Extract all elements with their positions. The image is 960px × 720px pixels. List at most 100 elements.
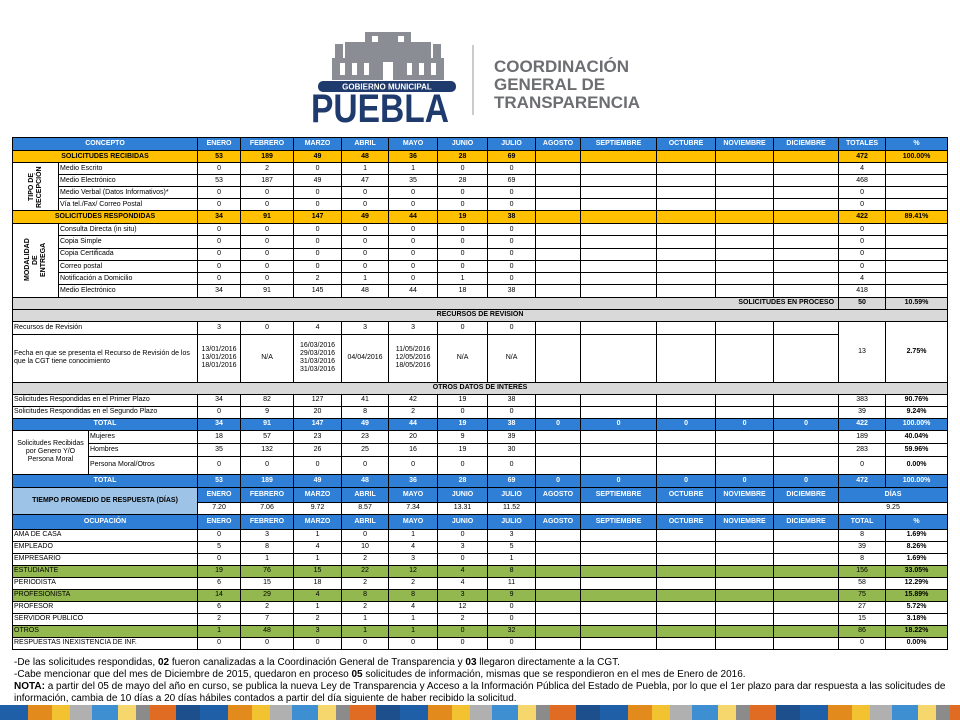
table-cell: 1 bbox=[341, 612, 390, 626]
table-cell bbox=[656, 600, 717, 614]
table-cell bbox=[535, 259, 582, 274]
table-cell: 7.20 bbox=[197, 501, 242, 515]
table-cell: 90.76% bbox=[885, 393, 949, 407]
table-cell bbox=[535, 162, 582, 175]
row-label: PROFESIONISTA bbox=[11, 588, 199, 602]
row-label: Medio Electrónico bbox=[57, 174, 199, 187]
table-cell: 0 bbox=[240, 636, 295, 650]
table-row: SOLICITUDES EN PROCESO 50 10.59% bbox=[11, 296, 949, 310]
table-cell: 44 bbox=[388, 284, 439, 298]
table-cell: 4 bbox=[437, 576, 489, 590]
table-cell: 0 bbox=[293, 455, 343, 475]
table-cell: 28 bbox=[437, 174, 489, 187]
table-cell bbox=[656, 429, 717, 444]
table-cell bbox=[715, 552, 775, 566]
table-cell: 2.75% bbox=[885, 320, 949, 383]
table-cell: 48 bbox=[341, 150, 390, 163]
table-cell: 49 bbox=[293, 473, 343, 488]
table-cell: 0 bbox=[580, 417, 658, 431]
table-cell: 39 bbox=[838, 540, 887, 554]
table-cell: 0 bbox=[437, 186, 489, 199]
table-cell bbox=[773, 600, 840, 614]
note-text: llegaron directamente a la CGT. bbox=[476, 657, 620, 668]
table-cell: 0 bbox=[487, 636, 537, 650]
table-cell: 0 bbox=[487, 455, 537, 475]
table-row: Persona Moral/Otros 0 0 0 0 0 0 0 0 0.00% bbox=[13, 455, 949, 475]
table-row: PROFESIONISTA 14 29 4 8 8 3 9 75 15.89% bbox=[11, 588, 949, 602]
table-cell: 0 bbox=[838, 636, 887, 650]
table-cell bbox=[656, 455, 717, 475]
table-cell: 8 bbox=[388, 588, 439, 602]
table-cell bbox=[715, 576, 775, 590]
table-cell: 19 bbox=[437, 417, 489, 431]
table-cell: 0 bbox=[341, 455, 390, 475]
table-cell: 59.96% bbox=[885, 442, 949, 457]
table-cell bbox=[535, 272, 582, 286]
table-cell: 0 bbox=[293, 259, 343, 274]
table-cell: 69 bbox=[487, 150, 537, 163]
table-cell: 3 bbox=[437, 588, 489, 602]
table-cell: 0 bbox=[838, 222, 887, 237]
table-cell: 0 bbox=[240, 247, 295, 261]
table-cell: 11.52 bbox=[487, 501, 537, 515]
table-cell: 147 bbox=[293, 417, 343, 431]
table-cell: 18.22% bbox=[885, 624, 949, 638]
table-cell bbox=[580, 429, 658, 444]
table-cell bbox=[715, 272, 775, 286]
table-cell: 27 bbox=[838, 600, 887, 614]
table-cell: 22 bbox=[341, 564, 390, 578]
table-cell: 1.69% bbox=[885, 552, 949, 566]
table-cell: 0 bbox=[197, 247, 242, 261]
table-cell: 15 bbox=[293, 564, 343, 578]
table-row: RESPUESTAS INEXISTENCIA DE INF. 0 0 0 0 0 0 0 0 0… bbox=[11, 636, 949, 650]
table-cell: 13/01/2016 13/01/2016 18/01/2016 bbox=[197, 333, 242, 383]
row-label: EMPLEADO bbox=[11, 540, 199, 554]
table-cell: ABRIL bbox=[341, 137, 390, 151]
report-table: CONCEPTO ENERO FEBRERO MARZO ABRIL MAYO JUNIO J… bbox=[11, 137, 949, 650]
row-label: Notificación a Domicilio bbox=[57, 272, 199, 286]
table-cell: 3 bbox=[388, 320, 439, 335]
table-cell: 36 bbox=[388, 473, 439, 488]
table-cell bbox=[773, 210, 840, 224]
table-cell: 0 bbox=[240, 198, 295, 211]
table-cell: 53 bbox=[197, 473, 242, 488]
table-row: Copia Certificada 0 0 0 0 0 0 0 0 bbox=[13, 247, 949, 261]
table-cell: 35 bbox=[388, 174, 439, 187]
table-cell: 20 bbox=[388, 429, 439, 444]
table-cell: N/A bbox=[437, 333, 489, 383]
table-cell: 30 bbox=[487, 442, 537, 457]
table-row: RECURSOS DE REVISIÓN bbox=[11, 308, 949, 322]
table-cell: 0 bbox=[293, 198, 343, 211]
table-cell bbox=[535, 540, 582, 554]
table-row: EMPRESARIO 0 1 1 2 3 0 1 8 1.69% bbox=[11, 552, 949, 566]
table-cell: 422 bbox=[838, 417, 887, 431]
table-cell: 8.26% bbox=[885, 540, 949, 554]
table-cell: 58 bbox=[838, 576, 887, 590]
footer-stripe bbox=[0, 705, 960, 720]
table-cell bbox=[580, 588, 658, 602]
table-cell: 39 bbox=[487, 429, 537, 444]
table-cell: SEPTIEMBRE bbox=[580, 513, 658, 530]
table-cell: 187 bbox=[240, 174, 295, 187]
city: PUEBLA bbox=[311, 87, 449, 131]
vertical-label: TIPO DE RECEPCIÓN bbox=[27, 165, 43, 208]
table-cell: N/A bbox=[487, 333, 537, 383]
table-cell: 0 bbox=[773, 473, 840, 488]
table-cell: 19 bbox=[437, 442, 489, 457]
table-cell: 3 bbox=[293, 624, 343, 638]
note-text: NOTA: bbox=[14, 681, 45, 692]
table-cell bbox=[535, 186, 582, 199]
table-cell: 0 bbox=[487, 235, 537, 249]
table-cell bbox=[773, 564, 840, 578]
date: 13/01/2016 bbox=[201, 346, 237, 354]
table-cell: 0 bbox=[293, 186, 343, 199]
row-label: TOTAL bbox=[11, 473, 199, 488]
table-cell: 156 bbox=[838, 564, 887, 578]
table-cell bbox=[656, 588, 717, 602]
table-cell: 2 bbox=[388, 405, 439, 419]
table-row: Correo postal 0 0 0 0 0 0 0 0 bbox=[13, 259, 949, 274]
table-cell bbox=[580, 552, 658, 566]
table-cell: 0 bbox=[293, 247, 343, 261]
table-cell: 2 bbox=[240, 162, 295, 175]
table-cell: 38 bbox=[487, 210, 537, 224]
